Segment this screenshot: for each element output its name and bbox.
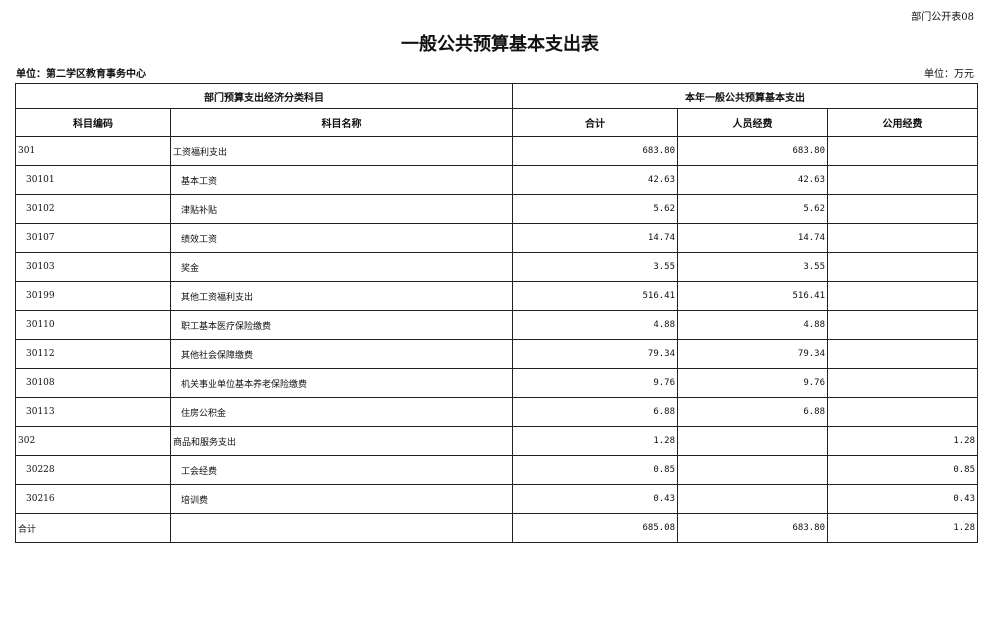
cell-total: 0.43: [512, 484, 678, 514]
table-row: 301 工资福利支出 683.80 683.80: [15, 136, 979, 166]
cell-code: 30113: [15, 397, 171, 427]
cell-name: 职工基本医疗保险缴费: [170, 310, 513, 340]
table-row: 30108 机关事业单位基本养老保险缴费 9.76 9.76: [15, 368, 979, 398]
budget-table: 部门预算支出经济分类科目 本年一般公共预算基本支出 科目编码 科目名称 合计 人…: [15, 83, 979, 543]
table-row: 30112 其他社会保障缴费 79.34 79.34: [15, 339, 979, 369]
cell-total: 685.08: [512, 513, 678, 543]
cell-code: 30199: [15, 281, 171, 311]
cell-public: [826, 136, 979, 166]
table-row: 30110 职工基本医疗保险缴费 4.88 4.88: [15, 310, 979, 340]
cell-total: 683.80: [512, 136, 678, 166]
cell-total: 5.62: [512, 194, 678, 224]
cell-public: [826, 397, 979, 427]
cell-public: [826, 223, 979, 253]
cell-total: 14.74: [512, 223, 678, 253]
cell-personnel: 5.62: [677, 194, 828, 224]
cell-total: 516.41: [512, 281, 678, 311]
header-name: 科目名称: [170, 108, 513, 137]
cell-personnel: [677, 484, 828, 514]
cell-name: 其他社会保障缴费: [170, 339, 513, 369]
organization-label: 单位：第二学区教育事务中心: [16, 69, 146, 80]
cell-personnel: 14.74: [677, 223, 828, 253]
cell-personnel: 9.76: [677, 368, 828, 398]
cell-public: 1.28: [826, 426, 979, 456]
cell-public: 0.85: [826, 455, 979, 485]
cell-name: 奖金: [170, 252, 513, 282]
cell-total: 9.76: [512, 368, 678, 398]
cell-code: 30103: [15, 252, 171, 282]
cell-public: [826, 165, 979, 195]
cell-public: [826, 339, 979, 369]
header-total: 合计: [512, 108, 678, 137]
cell-code: 30112: [15, 339, 171, 369]
cell-code: 30216: [15, 484, 171, 514]
header-public: 公用经费: [826, 108, 979, 137]
cell-personnel: 4.88: [677, 310, 828, 340]
cell-total: 1.28: [512, 426, 678, 456]
table-row: 302 商品和服务支出 1.28 1.28: [15, 426, 979, 456]
cell-public: [826, 281, 979, 311]
cell-name: 绩效工资: [170, 223, 513, 253]
cell-personnel: 79.34: [677, 339, 828, 369]
cell-personnel: 516.41: [677, 281, 828, 311]
table-row: 30107 绩效工资 14.74 14.74: [15, 223, 979, 253]
cell-code: 30102: [15, 194, 171, 224]
cell-total: 3.55: [512, 252, 678, 282]
table-row: 30216 培训费 0.43 0.43: [15, 484, 979, 514]
cell-name: 工会经费: [170, 455, 513, 485]
cell-name: 工资福利支出: [170, 136, 513, 166]
table-row: 30199 其他工资福利支出 516.41 516.41: [15, 281, 979, 311]
cell-total: 6.88: [512, 397, 678, 427]
cell-personnel: 6.88: [677, 397, 828, 427]
cell-code: 301: [15, 136, 171, 166]
cell-public: [826, 252, 979, 282]
cell-public: [826, 368, 979, 398]
cell-code: 302: [15, 426, 171, 456]
cell-name: 住房公积金: [170, 397, 513, 427]
header-group-classification: 部门预算支出经济分类科目: [15, 83, 513, 109]
page-title: 一般公共预算基本支出表: [401, 34, 599, 55]
cell-code: 30108: [15, 368, 171, 398]
cell-total: 0.85: [512, 455, 678, 485]
table-row: 30228 工会经费 0.85 0.85: [15, 455, 979, 485]
cell-name: 基本工资: [170, 165, 513, 195]
cell-public: [826, 310, 979, 340]
cell-total: 79.34: [512, 339, 678, 369]
cell-name: 机关事业单位基本养老保险缴费: [170, 368, 513, 398]
cell-code: 30110: [15, 310, 171, 340]
table-row: 30103 奖金 3.55 3.55: [15, 252, 979, 282]
form-number: 部门公开表08: [911, 12, 974, 23]
cell-total: 42.63: [512, 165, 678, 195]
cell-personnel: 683.80: [677, 513, 828, 543]
cell-personnel: [677, 426, 828, 456]
cell-code: 30101: [15, 165, 171, 195]
cell-code: 合计: [15, 513, 171, 543]
table-row: 30113 住房公积金 6.88 6.88: [15, 397, 979, 427]
table-row: 30102 津贴补贴 5.62 5.62: [15, 194, 979, 224]
cell-personnel: 3.55: [677, 252, 828, 282]
cell-name: 津贴补贴: [170, 194, 513, 224]
cell-name: 培训费: [170, 484, 513, 514]
cell-personnel: 42.63: [677, 165, 828, 195]
header-personnel: 人员经费: [677, 108, 828, 137]
cell-public: 0.43: [826, 484, 979, 514]
currency-unit: 单位：万元: [924, 69, 974, 80]
cell-personnel: [677, 455, 828, 485]
cell-public: [826, 194, 979, 224]
cell-name: 商品和服务支出: [170, 426, 513, 456]
table-row: 合计 685.08 683.80 1.28: [15, 513, 979, 543]
cell-code: 30107: [15, 223, 171, 253]
table-row: 30101 基本工资 42.63 42.63: [15, 165, 979, 195]
cell-personnel: 683.80: [677, 136, 828, 166]
cell-total: 4.88: [512, 310, 678, 340]
cell-name: 其他工资福利支出: [170, 281, 513, 311]
header-code: 科目编码: [15, 108, 171, 137]
cell-public: 1.28: [826, 513, 979, 543]
header-group-expenditure: 本年一般公共预算基本支出: [511, 83, 979, 109]
cell-code: 30228: [15, 455, 171, 485]
cell-name: [170, 513, 513, 543]
